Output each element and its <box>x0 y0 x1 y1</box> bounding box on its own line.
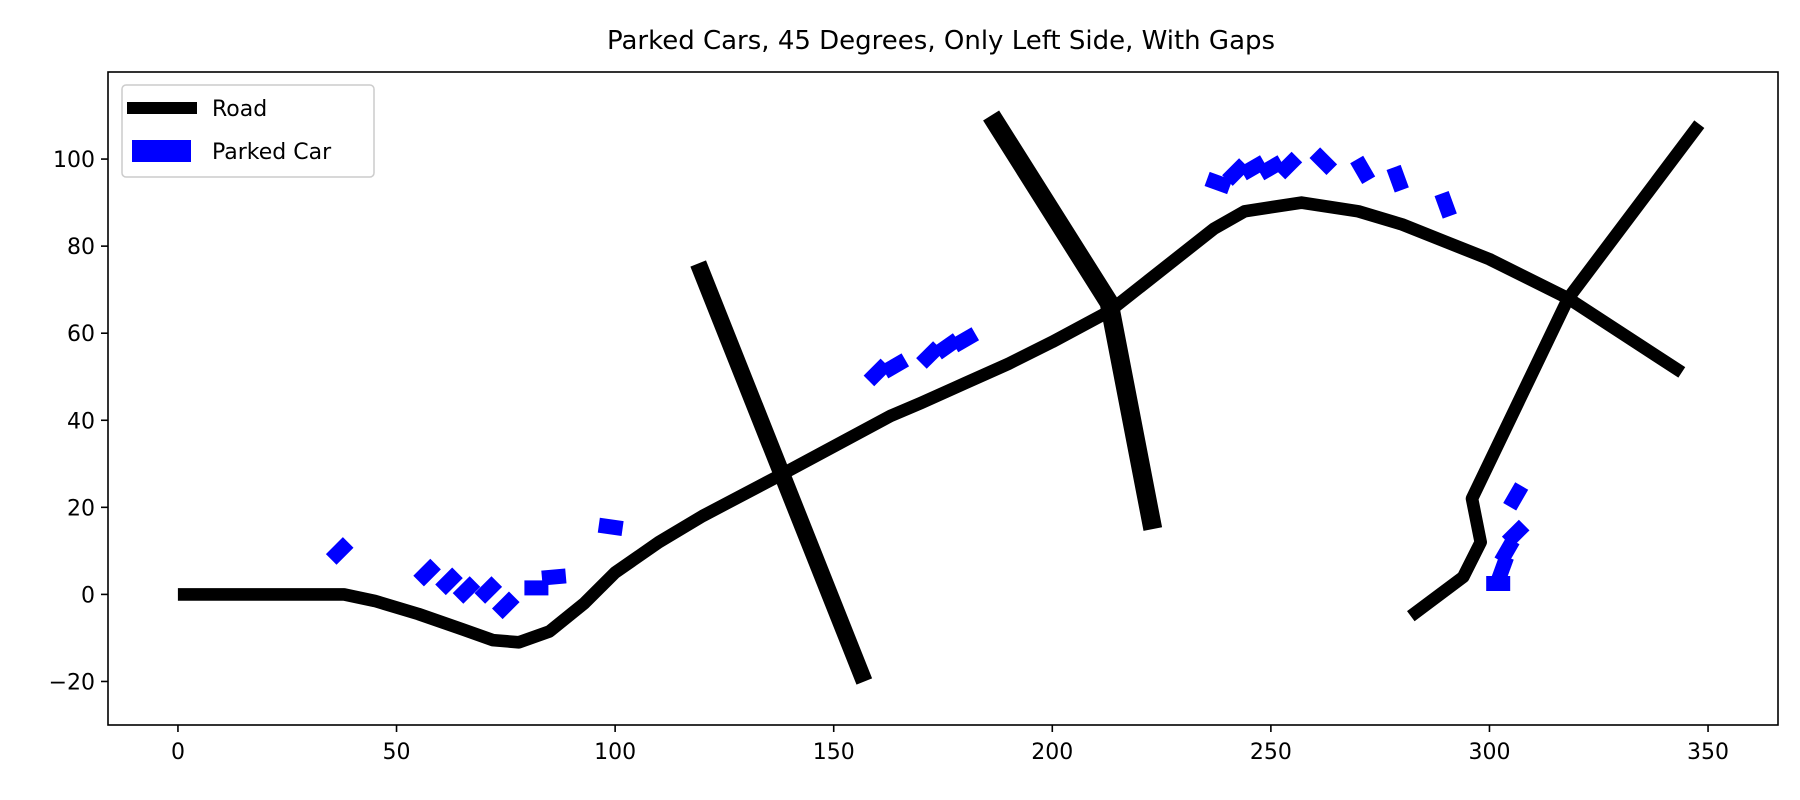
parked-car-18 <box>1256 155 1286 181</box>
x-tick-label: 0 <box>171 740 185 765</box>
parked-car-24 <box>1503 482 1529 511</box>
parked-car-21 <box>1350 155 1376 185</box>
parked-car-16 <box>1222 158 1250 186</box>
parked-car-1 <box>325 537 354 565</box>
parked-car-22 <box>1386 164 1409 193</box>
parked-car-17 <box>1239 155 1268 181</box>
road-segment-4 <box>1407 120 1705 622</box>
road-segment-2 <box>690 260 873 685</box>
parked-car-19 <box>1274 151 1303 180</box>
legend-parked-car-label: Parked Car <box>212 140 332 165</box>
parked-car-9 <box>597 517 624 536</box>
y-tick-label: 100 <box>53 148 95 173</box>
chart-title: Parked Cars, 45 Degrees, Only Left Side,… <box>607 26 1275 56</box>
x-tick-label: 200 <box>1031 740 1073 765</box>
plot-frame <box>107 71 1779 726</box>
parked-car-8 <box>541 568 567 586</box>
parked-car-6 <box>492 591 520 620</box>
x-tick-label: 150 <box>813 740 855 765</box>
x-tick-label: 50 <box>383 740 411 765</box>
road-segment-1 <box>177 196 1686 649</box>
y-tick-label: 80 <box>67 235 95 260</box>
y-tick-label: 20 <box>67 496 95 521</box>
y-tick-label: 40 <box>67 409 95 434</box>
x-tick-label: 300 <box>1468 740 1510 765</box>
parked-cars-layer <box>325 147 1530 620</box>
legend-parked-car-swatch <box>132 140 191 162</box>
road-segment-3 <box>983 110 1163 531</box>
roads-layer <box>177 110 1705 685</box>
x-tick-label: 100 <box>594 740 636 765</box>
parked-car-11 <box>880 353 910 379</box>
x-tick-label: 250 <box>1250 740 1292 765</box>
parked-car-4 <box>452 576 481 604</box>
x-tick-label: 350 <box>1687 740 1729 765</box>
legend-road-label: Road <box>212 97 267 122</box>
parked-car-5 <box>474 576 503 604</box>
legend: Road Parked Car <box>121 84 375 178</box>
parked-car-23 <box>1434 190 1457 219</box>
parked-car-27 <box>1491 554 1514 583</box>
y-tick-label: 0 <box>81 583 95 608</box>
parked-car-14 <box>950 327 980 353</box>
y-axis: −20 0 20 40 60 80 100 <box>49 148 108 695</box>
y-tick-label: −20 <box>49 670 95 695</box>
y-tick-label: 60 <box>67 322 95 347</box>
parked-car-3 <box>435 567 463 596</box>
parked-car-20 <box>1309 147 1338 175</box>
parked-car-2 <box>413 558 441 587</box>
parked-car-28 <box>1486 576 1511 591</box>
x-axis: 0 50 100 150 200 250 300 350 <box>171 725 1729 765</box>
parked-car-7 <box>524 580 549 596</box>
parked-car-15 <box>1204 171 1233 195</box>
